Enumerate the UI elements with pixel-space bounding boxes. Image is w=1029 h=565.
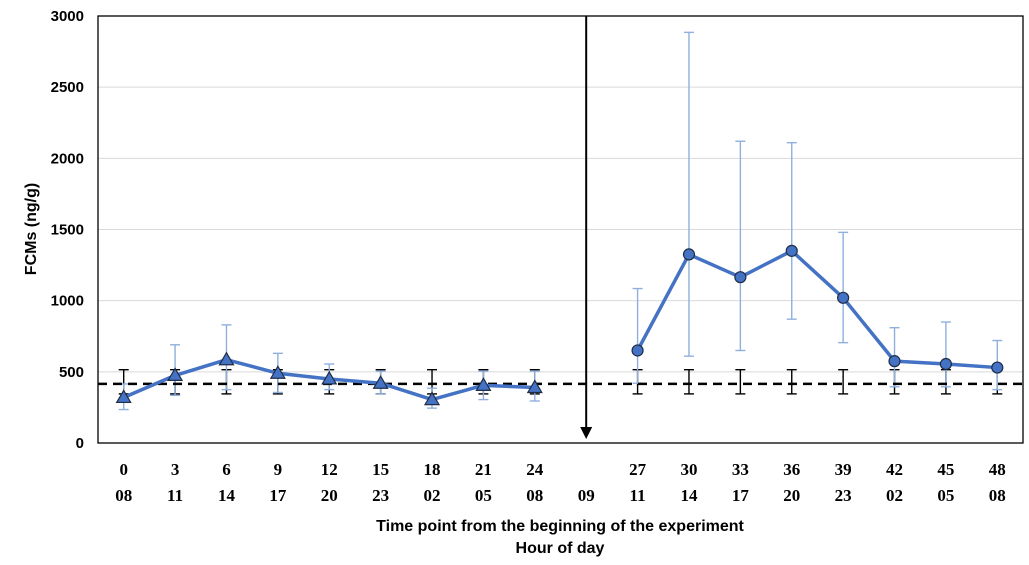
plot-frame [97,15,1024,444]
x-tick-label-time: 42 [886,460,903,479]
x-tick-label-hour: 14 [680,486,698,505]
x-tick-label-hour: 23 [835,486,852,505]
baseline-error-bar [683,368,694,395]
baseline-error-bar [735,368,746,395]
y-tick-label: 1000 [51,293,84,310]
x-tick-label-time: 36 [783,460,800,479]
y-axis-ticks: 0 500 1000 1500 2000 2500 3000 [51,8,84,452]
data-point-triangle [218,351,235,366]
y-tick-label: 0 [76,435,84,452]
x-tick-label-hour: 11 [630,486,646,505]
event-arrow [580,16,593,439]
series-error-bar [940,321,951,388]
x-tick-label-hour: 17 [269,486,287,505]
series-line [636,249,998,370]
x-tick-label-time: 30 [680,460,697,479]
data-point-triangle [321,370,338,385]
gridlines [98,86,1023,373]
data-point-circle [939,357,953,371]
series-error-bar [683,31,694,357]
x-tick-label-hour: 02 [424,486,441,505]
x-tick-label-time: 15 [372,460,389,479]
x-tick-label-hour: 08 [115,486,132,505]
x-axis-title: Time point from the beginning of the exp… [376,518,744,535]
x-tick-label-time: 3 [171,460,180,479]
data-point-circle [631,344,644,357]
x-tick-label-time: 27 [629,460,647,479]
x-tick-label-time: 39 [835,460,852,479]
x-axis-ticks: 0 08 3 11 6 14 9 17 12 20 15 23 18 02 21 05 24 08 09 27 11 30… [115,460,1006,505]
data-point-circle [991,361,1004,374]
x-tick-label-hour: 11 [167,486,183,505]
data-point-circle [888,355,901,368]
data-point-circle [837,291,850,304]
x-tick-label-hour: 05 [475,486,492,505]
x-tick-label-hour: 09 [578,486,595,505]
series-error-bars [118,31,1003,411]
x-tick-label-time: 21 [475,460,492,479]
x-tick-label-hour: 08 [526,486,543,505]
data-point-circle [682,248,696,261]
y-tick-label: 2500 [51,79,84,96]
x-tick-label-time: 48 [989,460,1006,479]
x-tick-label-time: 24 [526,460,544,479]
data-point-triangle [526,379,543,394]
baseline-error-bars [118,368,1003,395]
x-tick-label-hour: 05 [937,486,954,505]
data-point-triangle [423,391,441,406]
x-tick-label-hour: 02 [886,486,903,505]
x-tick-label-time: 9 [274,460,283,479]
data-point-triangle [269,365,286,379]
data-point-triangle [115,389,132,404]
x-tick-label-hour: 23 [372,486,389,505]
data-point-triangle [167,367,184,381]
x-tick-label-hour: 17 [732,486,750,505]
x-tick-label-hour: 08 [989,486,1006,505]
series-lines [123,249,998,402]
y-tick-label: 3000 [51,8,84,25]
x-axis-subtitle: Hour of day [516,540,605,557]
baseline-error-bar [838,368,849,395]
y-tick-label: 500 [59,364,84,381]
y-tick-label: 1500 [51,222,84,239]
x-tick-label-time: 18 [424,460,441,479]
event-arrow-head [580,427,593,439]
series-markers [115,244,1004,406]
x-tick-label-time: 45 [937,460,954,479]
x-tick-label-time: 12 [321,460,338,479]
x-tick-label-time: 33 [732,460,749,479]
data-point-circle [734,271,747,284]
y-axis-title: FCMs (ng/g) [23,183,40,275]
series-error-bar [735,140,746,352]
x-tick-label-time: 0 [119,460,128,479]
baseline-error-bar [786,368,797,395]
x-tick-label-time: 6 [222,460,231,479]
data-point-triangle [475,377,492,391]
series-error-bar [838,231,849,344]
data-point-triangle [372,375,389,389]
y-tick-label: 2000 [51,150,84,167]
x-tick-label-hour: 20 [783,486,800,505]
x-tick-label-hour: 14 [218,486,236,505]
series-error-bar [786,141,797,320]
x-tick-label-hour: 20 [321,486,338,505]
data-point-circle [785,244,798,257]
